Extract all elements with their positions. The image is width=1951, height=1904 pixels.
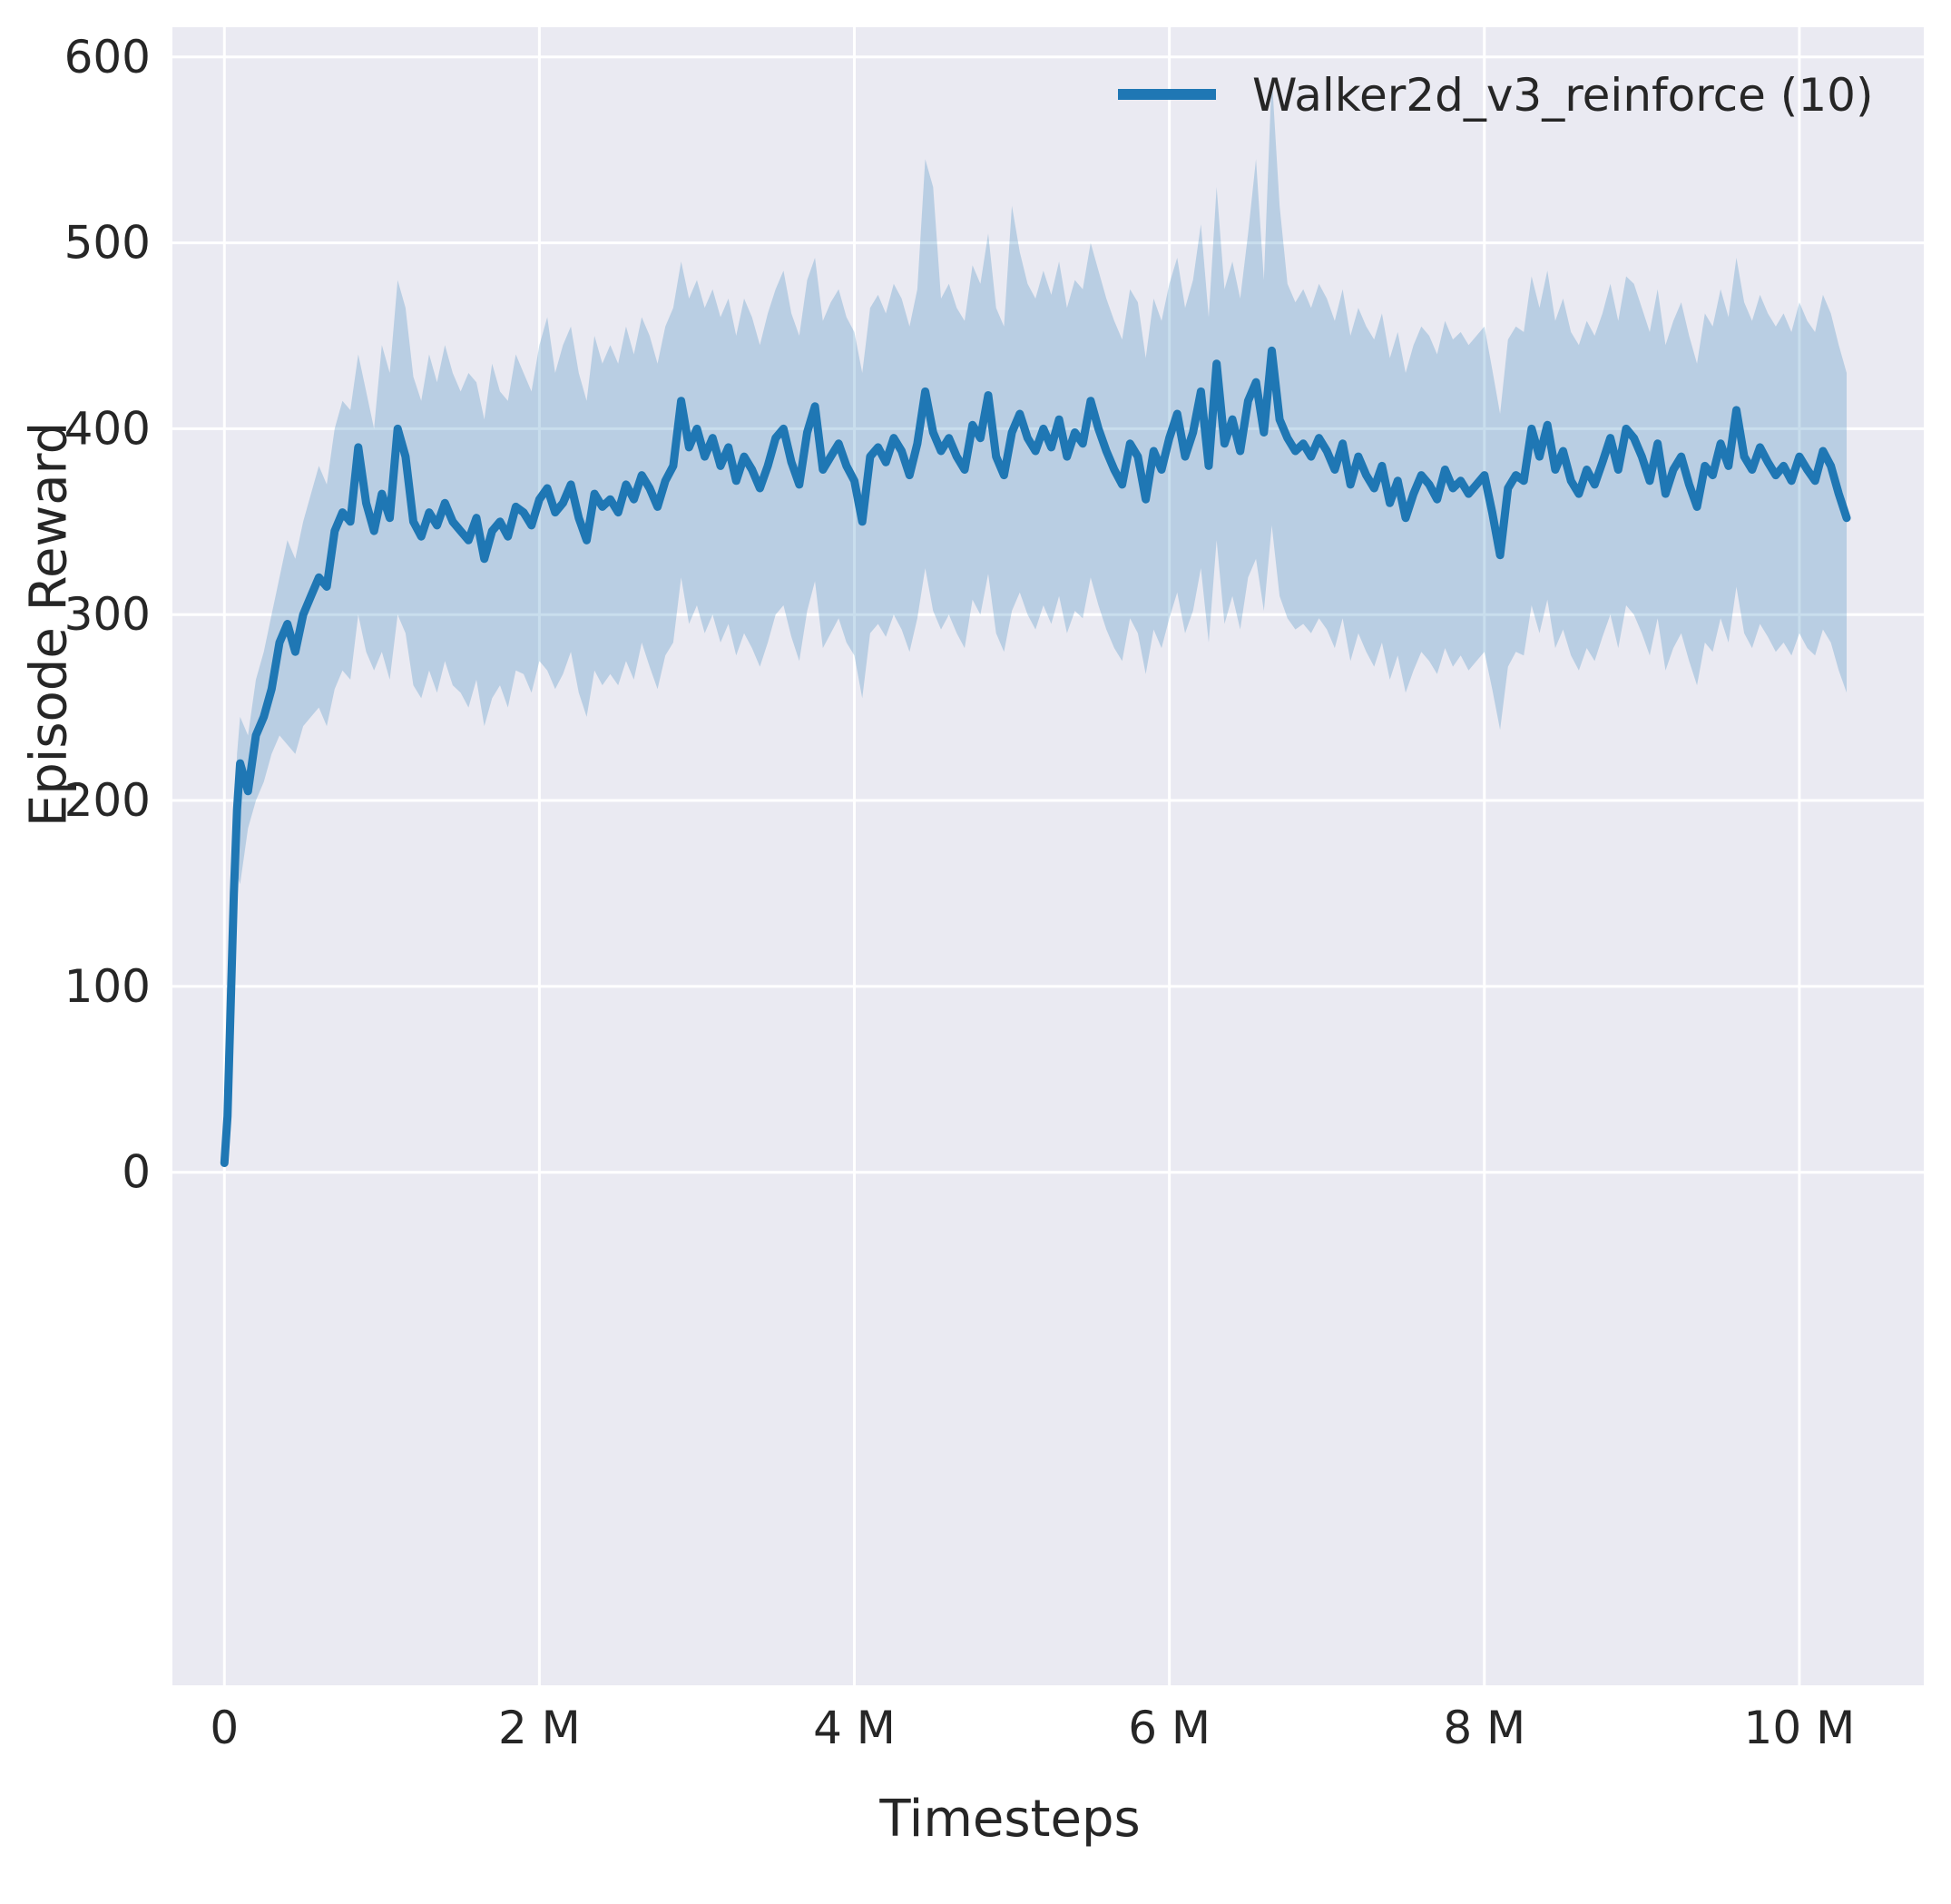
x-tick-label: 4 M bbox=[813, 1702, 896, 1754]
gridlines bbox=[172, 27, 1924, 1685]
x-tick-label: 6 M bbox=[1128, 1702, 1211, 1754]
x-tick-label: 2 M bbox=[498, 1702, 581, 1754]
x-tick-label: 8 M bbox=[1443, 1702, 1525, 1754]
legend: Walker2d_v3_reinforce (10) bbox=[1118, 69, 1873, 122]
y-tick-label: 500 bbox=[64, 217, 151, 270]
mean-line bbox=[220, 346, 1851, 1167]
y-tick-label: 600 bbox=[64, 31, 151, 83]
plot-area bbox=[172, 27, 1924, 1685]
y-axis-label: Episode Reward bbox=[19, 421, 79, 828]
axis-ticks: 0 100 200 300 400 500 600 0 2 M 4 M 6 M 8 M 10 M bbox=[64, 31, 1856, 1754]
y-tick-label: 400 bbox=[64, 402, 151, 455]
confidence-band bbox=[224, 75, 1847, 1165]
y-tick-label: 0 bbox=[122, 1146, 151, 1199]
y-tick-label: 300 bbox=[64, 588, 151, 641]
y-tick-label: 100 bbox=[64, 960, 151, 1013]
x-axis-label: Timesteps bbox=[879, 1790, 1141, 1849]
x-tick-label: 0 bbox=[210, 1702, 239, 1754]
y-tick-label: 200 bbox=[64, 774, 151, 827]
x-tick-label: 10 M bbox=[1744, 1702, 1856, 1754]
legend-label: Walker2d_v3_reinforce (10) bbox=[1252, 69, 1873, 122]
